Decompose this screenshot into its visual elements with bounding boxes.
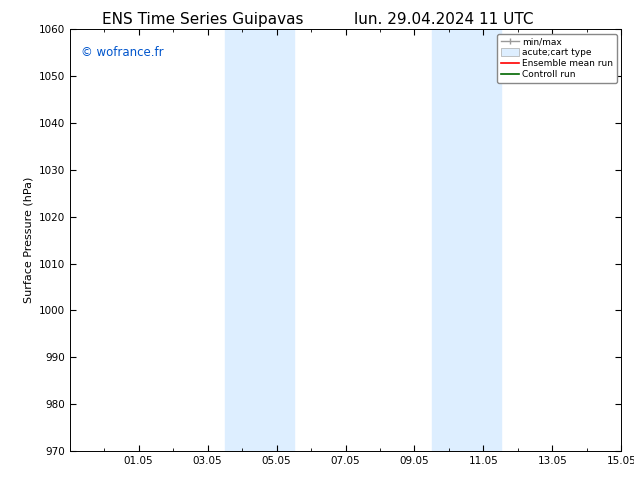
Bar (466, 29, 501, 451)
Bar (432, 29, 466, 451)
Text: © wofrance.fr: © wofrance.fr (81, 46, 164, 59)
Legend: min/max, acute;cart type, Ensemble mean run, Controll run: min/max, acute;cart type, Ensemble mean … (497, 34, 617, 82)
Text: ENS Time Series Guipavas: ENS Time Series Guipavas (102, 12, 304, 27)
Bar (225, 29, 259, 451)
Bar (259, 29, 294, 451)
Text: lun. 29.04.2024 11 UTC: lun. 29.04.2024 11 UTC (354, 12, 534, 27)
Y-axis label: Surface Pressure (hPa): Surface Pressure (hPa) (23, 177, 33, 303)
